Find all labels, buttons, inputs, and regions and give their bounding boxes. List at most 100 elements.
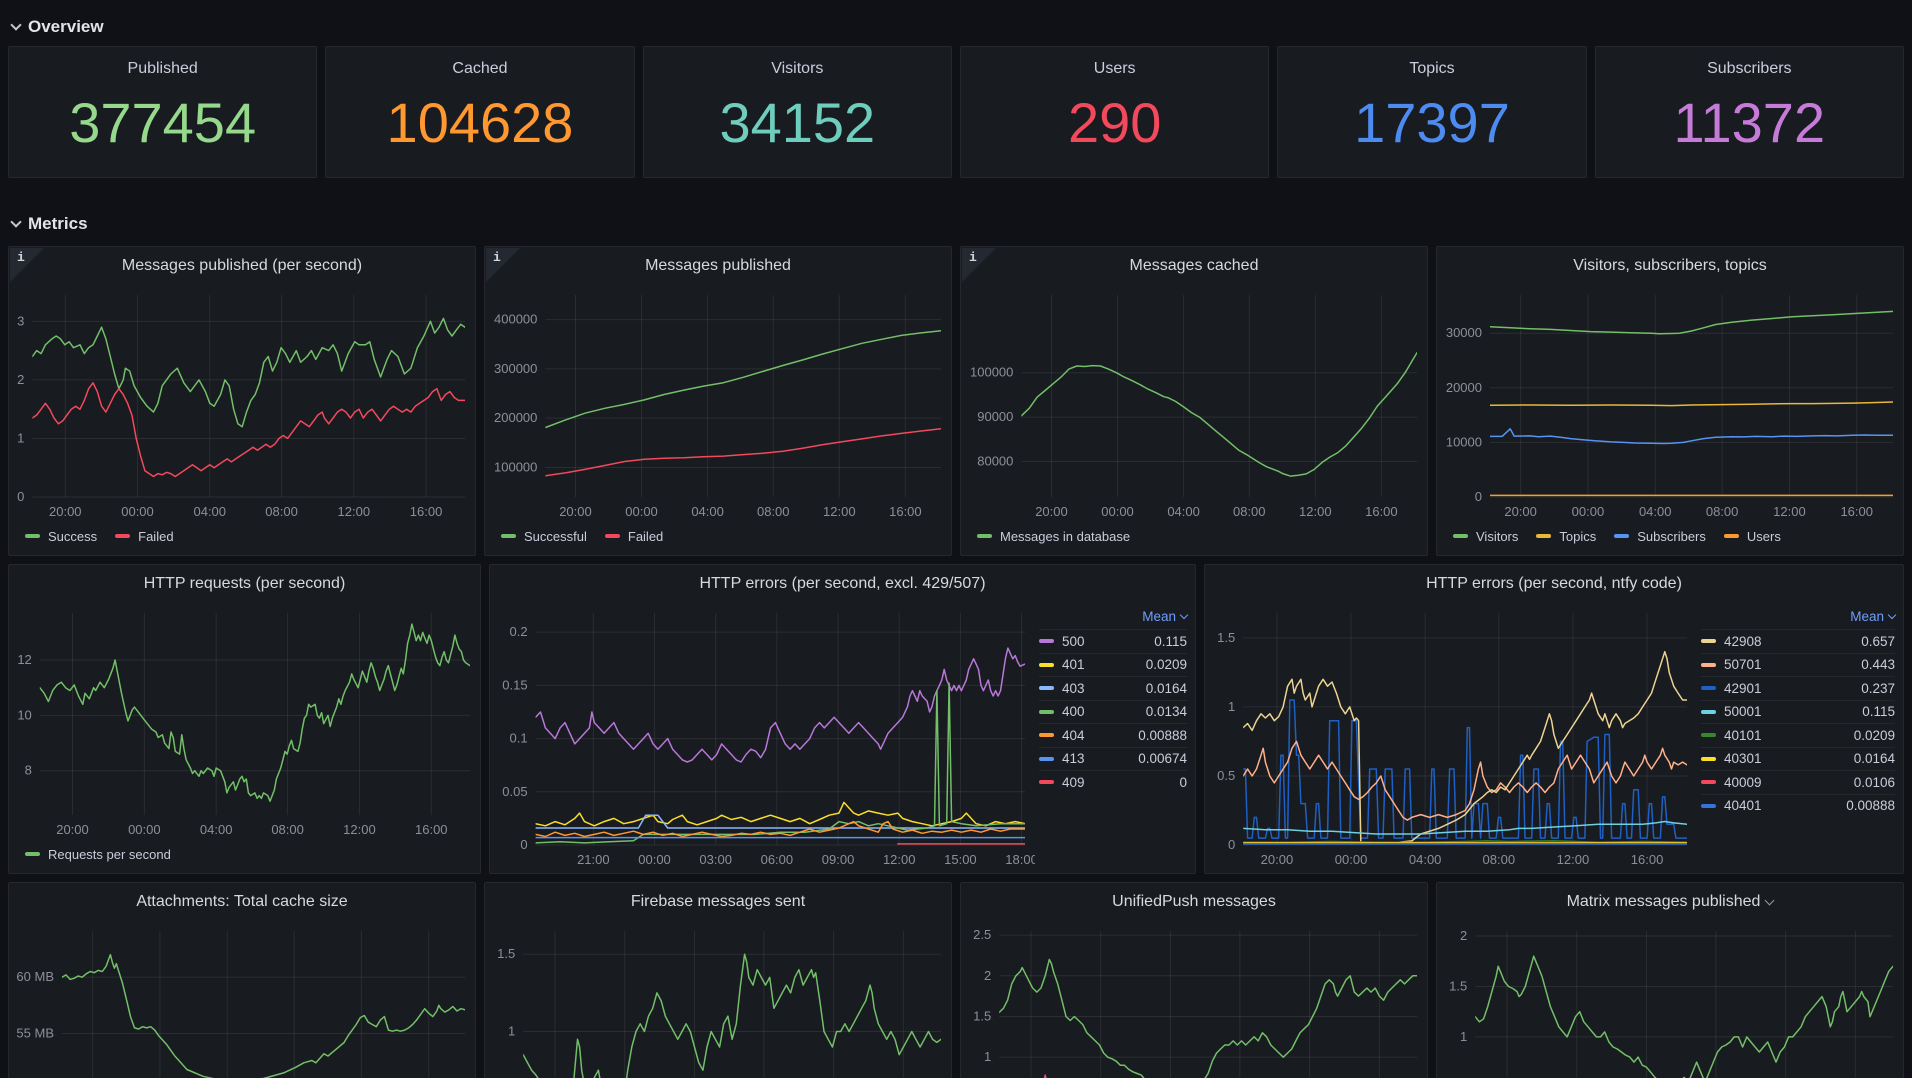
chart-legend: Messages in database <box>961 525 1427 555</box>
chevron-down-icon <box>10 216 22 228</box>
legend-series-name[interactable]: 413 <box>1062 751 1085 767</box>
chart-visitors-subscribers-topics[interactable]: 20:00 00:00 04:00 08:00 12:00 16:00 0 10000 2000… <box>1437 285 1903 525</box>
y-tick-label: 1.5 <box>497 946 515 961</box>
panel-title-text: UnifiedPush messages <box>1112 893 1276 910</box>
chevron-down-icon <box>1764 895 1775 905</box>
metrics-row-2: HTTP requests (per second) 20:00 00:00 04:… <box>8 564 1904 874</box>
legend-series-name[interactable]: 42908 <box>1724 633 1762 649</box>
legend-table-row: 401 0.0209 <box>1039 652 1187 677</box>
panel-title-text: HTTP requests (per second) <box>143 575 346 592</box>
section-header-overview[interactable]: Overview <box>8 8 1904 46</box>
legend-item[interactable]: Failed <box>604 529 663 544</box>
legend-mean-value: 0.237 <box>1861 680 1895 696</box>
panel-title[interactable]: HTTP errors (per second, ntfy code) <box>1205 565 1903 603</box>
info-icon[interactable]: i <box>486 248 520 282</box>
info-icon[interactable]: i <box>10 248 44 282</box>
stat-label: Users <box>1093 60 1136 77</box>
legend-item[interactable]: Visitors <box>1453 529 1518 544</box>
legend-series-name[interactable]: 40301 <box>1724 751 1762 767</box>
legend-table: Mean 500 0.115 401 0.0209 403 0.0164 400 0.0134 4… <box>1035 603 1195 873</box>
legend-series-name[interactable]: 401 <box>1062 657 1085 673</box>
legend-item[interactable]: Topics <box>1536 529 1596 544</box>
y-tick-label: 2 <box>17 372 24 387</box>
stat-panel-visitors: Visitors 34152 <box>642 46 952 178</box>
legend-series-name[interactable]: 50701 <box>1724 657 1762 673</box>
legend-swatch <box>1701 803 1716 808</box>
legend-series-name[interactable]: 409 <box>1062 774 1085 790</box>
chart-http-errors-excl[interactable]: 21:00 00:00 03:00 06:00 09:00 12:00 15:00 18:00… <box>490 603 1035 873</box>
panel-title[interactable]: Messages published <box>485 247 951 285</box>
panel-title[interactable]: Matrix messages published <box>1437 883 1903 921</box>
x-tick-label: 12:00 <box>343 822 376 837</box>
panel-title[interactable]: HTTP requests (per second) <box>9 565 480 603</box>
y-tick-label: 8 <box>25 763 32 778</box>
panel-title[interactable]: Messages cached <box>961 247 1427 285</box>
chart-messages-published-rate[interactable]: 20:00 00:00 04:00 08:00 12:00 16:00 0 1 2 3 <box>9 285 475 525</box>
x-tick-label: 00:00 <box>1101 504 1134 519</box>
section-title: Metrics <box>28 214 88 233</box>
panel-title[interactable]: HTTP errors (per second, excl. 429/507) <box>490 565 1195 603</box>
series-Subscribers <box>1490 428 1893 445</box>
chevron-down-icon <box>10 19 22 31</box>
legend-series-name[interactable]: 40009 <box>1724 774 1762 790</box>
chart-svg: 20:00 00:00 04:00 08:00 12:00 16:00 100000 2000… <box>494 295 942 519</box>
legend-item[interactable]: Messages in database <box>977 529 1130 544</box>
panel-title[interactable]: UnifiedPush messages <box>961 883 1427 921</box>
legend-series-name[interactable]: 400 <box>1062 704 1085 720</box>
x-tick-label: 08:00 <box>271 822 304 837</box>
panel-matrix-messages: Matrix messages published 20:0000:0004:0… <box>1436 882 1904 1078</box>
panel-title[interactable]: Firebase messages sent <box>485 883 951 921</box>
legend-label: Requests per second <box>48 846 171 862</box>
y-tick-label: 80000 <box>977 453 1013 468</box>
legend-item[interactable]: Successful <box>501 529 587 544</box>
legend-swatch <box>1701 733 1716 738</box>
legend-table-row: 42901 0.237 <box>1701 676 1895 700</box>
legend-series-name[interactable]: 403 <box>1062 680 1085 696</box>
y-tick-label: 0.5 <box>1217 768 1235 783</box>
legend-item[interactable]: Failed <box>115 529 174 544</box>
chart-http-errors-ntfy[interactable]: 20:00 00:00 04:00 08:00 12:00 16:00 0 0.5 1 1.5 <box>1205 603 1697 873</box>
legend-series-name[interactable]: 40101 <box>1724 727 1762 743</box>
chart-messages-published[interactable]: 20:00 00:00 04:00 08:00 12:00 16:00 100000 2000… <box>485 285 951 525</box>
legend-swatch <box>1701 709 1716 714</box>
legend-item[interactable]: Users <box>1723 529 1781 544</box>
legend-item[interactable]: Success <box>25 529 97 544</box>
chart-http-requests[interactable]: 20:00 00:00 04:00 08:00 12:00 16:00 8 10 12 <box>9 603 480 843</box>
legend-item[interactable]: Requests per second <box>25 847 171 862</box>
legend-swatch <box>1039 686 1054 691</box>
legend-series-name[interactable]: 500 <box>1062 633 1085 649</box>
chart-svg: 20:00 00:00 04:00 08:00 12:00 16:00 0 10000 2000… <box>1446 295 1893 519</box>
panel-title[interactable]: Messages published (per second) <box>9 247 475 285</box>
x-tick-label: 16:00 <box>1365 504 1398 519</box>
legend-series-name[interactable]: 50001 <box>1724 704 1762 720</box>
x-tick-label: 16:00 <box>410 504 443 519</box>
chart-svg: 20:00 00:00 04:00 08:00 12:00 16:00 0 1 2 3 <box>17 295 466 519</box>
legend-mean-value: 0.00674 <box>1138 751 1187 767</box>
legend-series-name[interactable]: 42901 <box>1724 680 1762 696</box>
info-icon[interactable]: i <box>962 248 996 282</box>
legend-item[interactable]: Subscribers <box>1614 529 1706 544</box>
section-header-metrics[interactable]: Metrics <box>8 186 1904 246</box>
legend-swatch <box>977 534 992 538</box>
panel-title[interactable]: Visitors, subscribers, topics <box>1437 247 1903 285</box>
legend-mean-header-label: Mean <box>1850 608 1884 624</box>
y-tick-label: 0 <box>520 837 527 852</box>
legend-mean-header[interactable]: Mean <box>1039 603 1189 629</box>
legend-swatch <box>1039 733 1054 738</box>
legend-series-name[interactable]: 40401 <box>1724 798 1762 814</box>
legend-swatch <box>1039 756 1054 761</box>
legend-series-name[interactable]: 404 <box>1062 727 1085 743</box>
series-Total cache size <box>62 953 465 1078</box>
panel-title[interactable]: Attachments: Total cache size <box>9 883 475 921</box>
legend-mean-header[interactable]: Mean <box>1701 603 1897 629</box>
legend-table-row: 50001 0.115 <box>1701 699 1895 724</box>
chart-messages-cached[interactable]: 20:00 00:00 04:00 08:00 12:00 16:00 80000 90000… <box>961 285 1427 525</box>
y-tick-label: 1.5 <box>1449 978 1467 993</box>
